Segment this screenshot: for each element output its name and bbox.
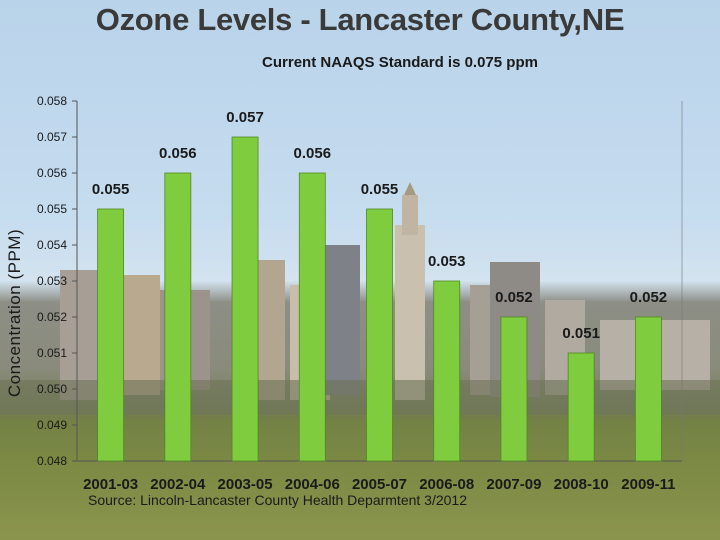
data-label: 0.051 [562,325,600,342]
y-tick-label: 0.051 [37,346,67,360]
data-label: 0.052 [495,289,533,306]
x-tick-label: 2005-07 [352,476,407,493]
data-label: 0.056 [159,145,197,162]
y-tick-label: 0.054 [37,238,67,252]
y-tick-label: 0.057 [37,130,67,144]
y-tick-label: 0.058 [37,94,67,108]
bar [298,172,326,462]
bar [433,280,461,462]
x-tick-label: 2003-05 [218,476,273,493]
bar [366,208,393,462]
bar [634,316,662,462]
bar [500,316,528,462]
x-tick-label: 2004-06 [285,476,340,493]
x-tick-label: 2006-08 [419,476,474,493]
bar [164,172,192,462]
page-title: Ozone Levels - Lancaster County,NE [95,2,625,37]
data-label: 0.056 [294,145,332,162]
x-tick-label: 2009-11 [621,476,675,493]
y-tick-label: 0.052 [37,310,67,324]
source-note: Source: Lincoln-Lancaster County Health … [88,492,467,508]
y-tick-label: 0.056 [37,166,67,180]
bar [97,208,125,462]
data-label: 0.053 [428,253,466,270]
y-tick-label: 0.050 [37,382,67,396]
data-label: 0.052 [630,289,668,306]
x-tick-label: 2008-10 [554,476,609,493]
data-label: 0.055 [92,181,130,198]
chart-subtitle: Current NAAQS Standard is 0.075 ppm [262,54,538,71]
plot-area: 0.048 0.049 0.050 0.051 0.052 0.053 0.054 0.055… [37,94,683,493]
y-tick-label: 0.048 [37,454,67,468]
y-tick-label: 0.053 [37,274,67,288]
bar [231,136,259,462]
bar [567,352,595,462]
data-label: 0.055 [361,181,399,198]
y-tick-label: 0.055 [37,202,67,216]
x-tick-label: 2001-03 [83,476,138,493]
data-label: 0.057 [226,109,264,126]
x-tick-label: 2007-09 [486,476,541,493]
x-tick-label: 2002-04 [150,476,206,493]
y-tick-label: 0.049 [37,418,67,432]
